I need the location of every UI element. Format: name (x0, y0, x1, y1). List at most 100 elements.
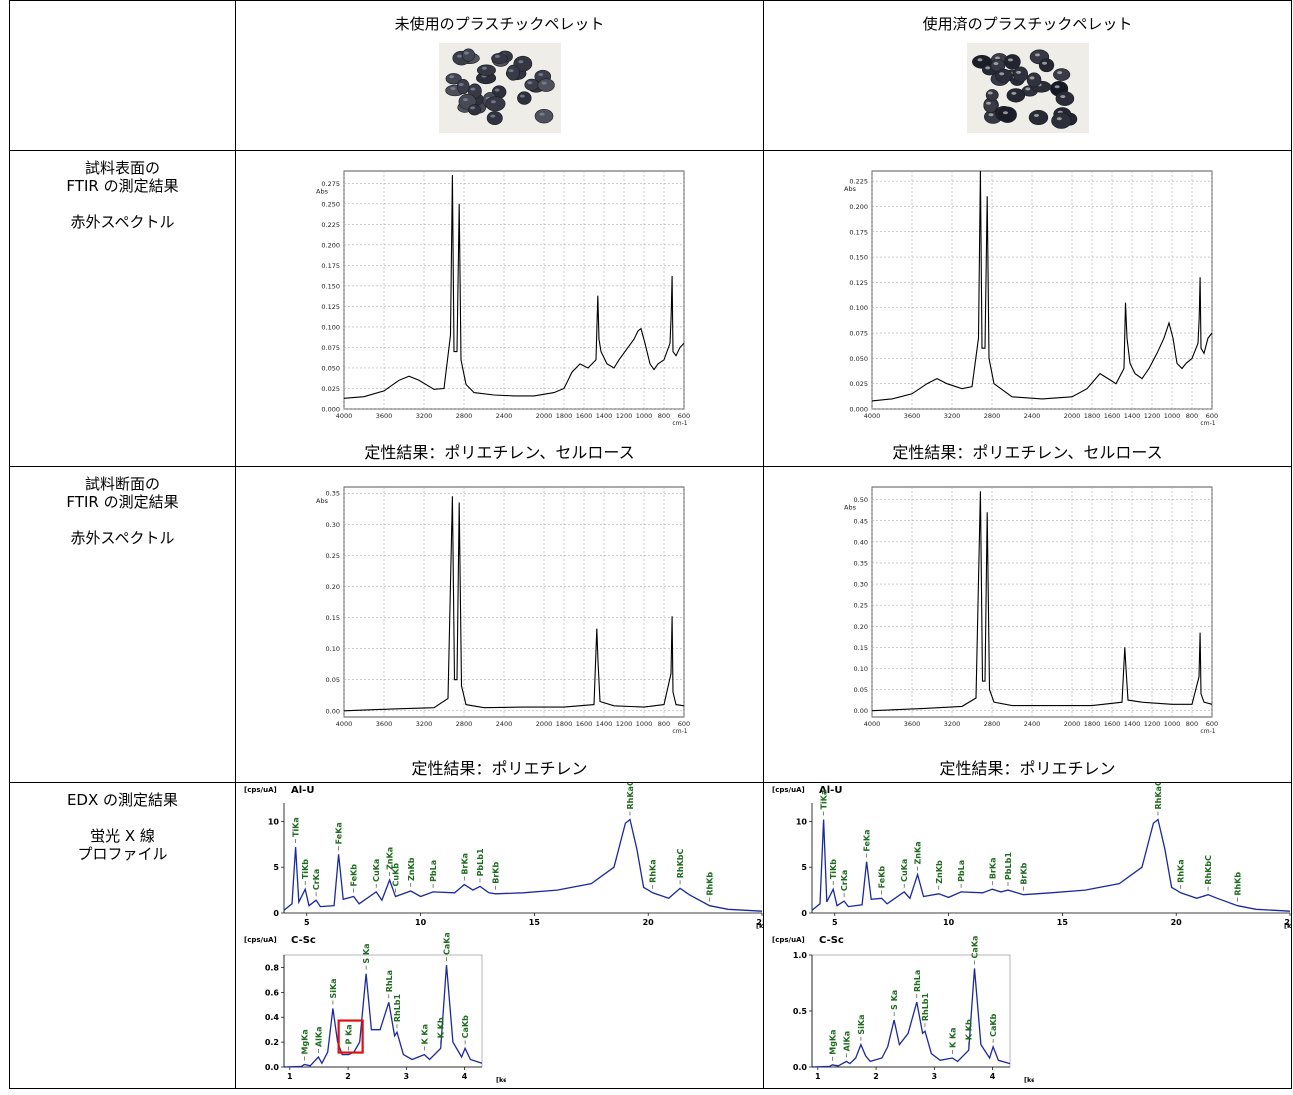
y-tick-label: 0.30 (854, 581, 868, 589)
x-tick-label: 2 (873, 1072, 879, 1081)
pellet-highlight (526, 81, 532, 85)
x-tick-label: 2400 (1024, 720, 1041, 728)
y-tick-label: 0.30 (326, 521, 340, 529)
surface-unused-cell: 0.000 0.025 0.050 0.075 0.100 0.125 0.150 0.175… (235, 150, 764, 467)
peak-label: CaKb (461, 1015, 470, 1038)
pellet-highlight (469, 87, 475, 91)
x-tick-label: 800 (1186, 720, 1198, 728)
y-tick-label: 0.2 (265, 1038, 279, 1047)
pellet-highlight (1024, 87, 1030, 91)
peak-label: RhKa (649, 859, 658, 882)
ftir-surface-used-chart: 0.000 0.025 0.050 0.075 0.100 0.125 0.150 0.175… (844, 170, 1218, 427)
y-tick-label: 5 (801, 863, 807, 872)
x-tick-label: 1200 (1144, 720, 1161, 728)
pellet-highlight (976, 58, 982, 62)
x-tick-label: 2000 (536, 412, 553, 420)
x-tick-label: 10 (943, 918, 955, 927)
x-tick-label: 1600 (1104, 720, 1121, 728)
x-unit-label: [keV] (1024, 1076, 1034, 1084)
y-tick-label: 0.125 (849, 279, 868, 287)
section-label-1: 試料断面の (84, 475, 160, 493)
peak-label: K Ka (948, 1027, 957, 1048)
ftir-section-used-chart: 0.00 0.05 0.10 0.15 0.20 0.25 0.30 0.35 0.40 0.45… (844, 486, 1218, 735)
pellet-highlight (1015, 70, 1021, 74)
pellet-highlight (1007, 58, 1013, 62)
x-tick-label: 2800 (456, 412, 473, 420)
y-tick-label: 0.225 (849, 178, 868, 186)
y-tick-label: 0.075 (321, 344, 340, 352)
y-tick-label: 0.100 (849, 304, 868, 312)
x-tick-label: 1800 (1084, 412, 1101, 420)
pellet-shape (997, 106, 1017, 123)
pellet-shape (1026, 72, 1041, 88)
x-tick-label: 1400 (1124, 412, 1141, 420)
y-axis-label: Abs (844, 504, 857, 512)
peak-label: CaKb (989, 1013, 998, 1036)
header-unused: 未使用のプラスチックペレット (235, 0, 764, 151)
edx-unused-cell: [cps/uA]Al-U0510510152025[keV]TiKaTiKbCr… (235, 782, 764, 1089)
y-tick-label: 1.0 (793, 951, 808, 960)
unused-pellets-photo (438, 43, 561, 133)
x-unit-label: [keV] (756, 922, 764, 930)
y-tick-label: 0.20 (326, 583, 340, 591)
x-tick-label: 1600 (576, 720, 593, 728)
section-used-cell: 0.00 0.05 0.10 0.15 0.20 0.25 0.30 0.35 0.40 0.45… (763, 466, 1292, 783)
pellet-shape (994, 68, 1012, 83)
plot-frame (343, 170, 685, 410)
plot-frame (343, 486, 685, 718)
y-tick-label: 0.200 (321, 241, 340, 249)
x-tick-label: 1600 (576, 412, 593, 420)
edx-chart-title: Al-U (819, 785, 842, 796)
y-tick-label: 0.000 (321, 406, 340, 414)
used-pellets-photo (966, 43, 1089, 133)
edx-alu-unused-chart: [cps/uA] Al-U 0 5 10 5 10 15 20 25[keV] TiKa TiKbCr… (244, 783, 764, 930)
surface-row: 試料表面の FTIR の測定結果 赤外スペクトル 0.000 0.025 0.050… (9, 150, 1292, 467)
pellet-highlight (998, 72, 1004, 76)
pellet-shape (1050, 112, 1071, 129)
peak-label: RhKaC (1154, 783, 1163, 810)
edx-profile-line (283, 964, 483, 1068)
y-tick-label: 0.175 (321, 262, 340, 270)
peak-label: BrKa (988, 858, 997, 880)
x-tick-label: 2400 (1024, 412, 1041, 420)
peak-label: PbLb1 (1004, 852, 1013, 880)
peak-label: RhKbC (1204, 855, 1213, 885)
surface-label-2: FTIR の測定結果 (66, 177, 179, 195)
peak-label: RhLb1 (921, 992, 930, 1021)
x-tick-label: 25 (756, 918, 764, 927)
y-tick-label: 0.20 (854, 623, 868, 631)
x-tick-label: 4000 (864, 412, 881, 420)
peak-label: CuKa (372, 859, 381, 882)
pellet-shape (516, 91, 532, 105)
y-tick-label: 0.4 (265, 1013, 280, 1022)
x-tick-label: 1800 (1084, 720, 1101, 728)
y-tick-label: 0.00 (326, 707, 340, 715)
x-tick-label: 800 (1186, 412, 1198, 420)
pellet-highlight (1034, 53, 1040, 57)
pellet-shape (490, 52, 508, 64)
peak-label: S Ka (890, 990, 899, 1010)
section-label-3: 赤外スペクトル (70, 529, 175, 547)
ftir-surface-unused-chart: 0.000 0.025 0.050 0.075 0.100 0.125 0.150 0.175… (316, 170, 690, 427)
edx-chart-title: Al-U (291, 785, 314, 796)
pellet-shape (536, 78, 555, 92)
pellet-highlight (462, 98, 468, 102)
y-axis-label: Abs (316, 497, 329, 505)
x-tick-label: 1600 (1104, 412, 1121, 420)
edx-chart-title: C-Sc (819, 935, 844, 946)
x-tick-label: 3 (404, 1072, 410, 1081)
peak-label: TiKb (301, 859, 310, 879)
pellet-highlight (494, 88, 500, 92)
x-tick-label: 3200 (944, 720, 961, 728)
pellet-shape (985, 89, 999, 101)
y-tick-label: 0.100 (321, 323, 340, 331)
x-unit-label: cm-1 (1200, 728, 1215, 735)
pellet-highlight (1056, 71, 1062, 75)
y-tick-label: 10 (268, 817, 280, 826)
pellet-highlight (519, 94, 525, 98)
x-tick-label: 25 (1284, 918, 1292, 927)
pellet-highlight (541, 81, 547, 85)
edx-profile-line (283, 818, 763, 912)
peak-label: K Kb (965, 1019, 974, 1040)
y-tick-label: 0.050 (321, 364, 340, 372)
